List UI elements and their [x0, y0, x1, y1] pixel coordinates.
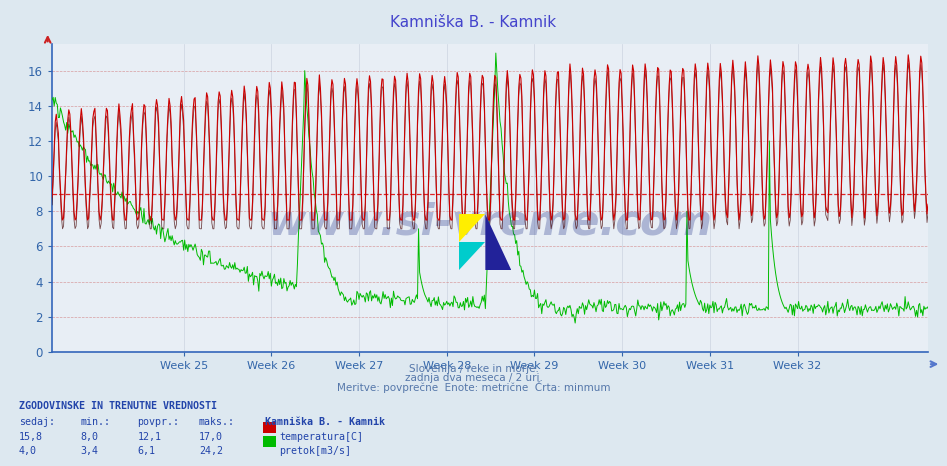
- Text: 24,2: 24,2: [199, 446, 223, 456]
- Text: 8,0: 8,0: [80, 432, 98, 442]
- Text: www.si-vreme.com: www.si-vreme.com: [268, 202, 712, 244]
- Text: maks.:: maks.:: [199, 417, 235, 427]
- Text: Kamniška B. - Kamnik: Kamniška B. - Kamnik: [390, 15, 557, 30]
- Text: 3,4: 3,4: [80, 446, 98, 456]
- Text: Kamniška B. - Kamnik: Kamniška B. - Kamnik: [265, 417, 385, 427]
- Text: 17,0: 17,0: [199, 432, 223, 442]
- Text: ZGODOVINSKE IN TRENUTNE VREDNOSTI: ZGODOVINSKE IN TRENUTNE VREDNOSTI: [19, 401, 217, 411]
- Text: 15,8: 15,8: [19, 432, 43, 442]
- Polygon shape: [459, 242, 486, 270]
- Text: min.:: min.:: [80, 417, 111, 427]
- Text: Slovenija / reke in morje.: Slovenija / reke in morje.: [408, 364, 539, 374]
- Text: 4,0: 4,0: [19, 446, 37, 456]
- Text: 12,1: 12,1: [137, 432, 161, 442]
- Text: temperatura[C]: temperatura[C]: [279, 432, 364, 442]
- Text: zadnja dva meseca / 2 uri.: zadnja dva meseca / 2 uri.: [404, 373, 543, 383]
- Text: pretok[m3/s]: pretok[m3/s]: [279, 446, 351, 456]
- Text: povpr.:: povpr.:: [137, 417, 179, 427]
- Text: 6,1: 6,1: [137, 446, 155, 456]
- Polygon shape: [459, 214, 486, 242]
- Text: Meritve: povprečne  Enote: metrične  Črta: minmum: Meritve: povprečne Enote: metrične Črta:…: [337, 381, 610, 393]
- Polygon shape: [486, 214, 511, 270]
- Text: sedaj:: sedaj:: [19, 417, 55, 427]
